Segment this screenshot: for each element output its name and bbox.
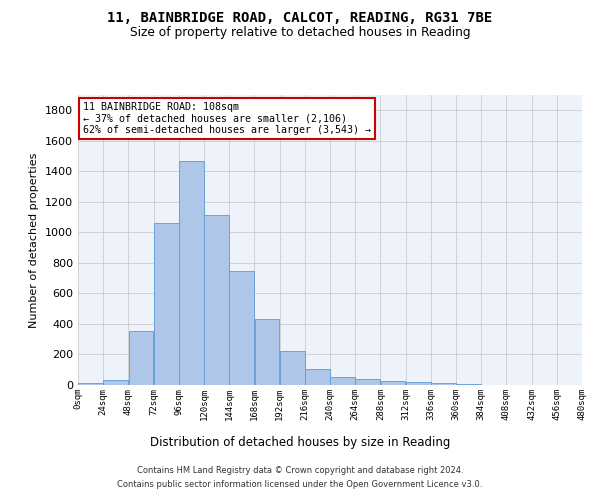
Text: 11 BAINBRIDGE ROAD: 108sqm
← 37% of detached houses are smaller (2,106)
62% of s: 11 BAINBRIDGE ROAD: 108sqm ← 37% of deta… bbox=[83, 102, 371, 136]
Bar bbox=[305, 368, 330, 385]
Text: Contains public sector information licensed under the Open Government Licence v3: Contains public sector information licen… bbox=[118, 480, 482, 489]
Bar bbox=[431, 384, 456, 385]
Text: Contains HM Land Registry data © Crown copyright and database right 2024.: Contains HM Land Registry data © Crown c… bbox=[137, 466, 463, 475]
Bar bbox=[406, 382, 431, 385]
Bar bbox=[380, 380, 406, 385]
Text: Size of property relative to detached houses in Reading: Size of property relative to detached ho… bbox=[130, 26, 470, 39]
Text: Distribution of detached houses by size in Reading: Distribution of detached houses by size … bbox=[150, 436, 450, 449]
Bar bbox=[456, 384, 481, 385]
Bar bbox=[254, 318, 280, 385]
Bar bbox=[229, 270, 254, 385]
Bar bbox=[78, 384, 103, 385]
Bar bbox=[179, 160, 204, 385]
Bar bbox=[128, 331, 154, 385]
Y-axis label: Number of detached properties: Number of detached properties bbox=[29, 152, 40, 328]
Bar bbox=[330, 378, 355, 385]
Bar bbox=[280, 351, 305, 385]
Bar bbox=[355, 379, 380, 385]
Text: 11, BAINBRIDGE ROAD, CALCOT, READING, RG31 7BE: 11, BAINBRIDGE ROAD, CALCOT, READING, RG… bbox=[107, 11, 493, 25]
Bar bbox=[154, 223, 179, 385]
Bar bbox=[204, 215, 229, 385]
Bar bbox=[103, 380, 128, 385]
